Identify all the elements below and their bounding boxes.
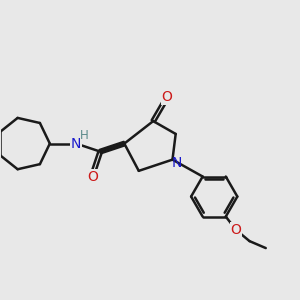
Text: N: N [71,136,81,151]
Text: O: O [162,90,172,104]
Text: N: N [171,157,181,170]
Text: H: H [80,129,88,142]
Text: O: O [230,223,242,237]
Text: O: O [87,170,98,184]
